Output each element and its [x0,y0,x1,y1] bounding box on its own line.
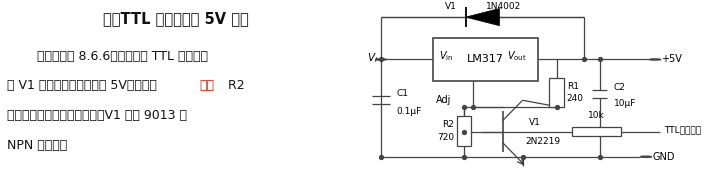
Text: C2: C2 [613,83,625,92]
Text: C1: C1 [396,89,408,98]
Text: 0.1μF: 0.1μF [396,107,422,116]
Text: 的值可获得不同的电压输出。V1 可用 9013 等: 的值可获得不同的电压输出。V1 可用 9013 等 [7,109,187,122]
Text: 1N4002: 1N4002 [486,2,521,11]
Text: +5V: +5V [661,54,682,65]
Text: R2: R2 [442,120,454,129]
Text: $V_{\mathregular{in}}$: $V_{\mathregular{in}}$ [439,49,453,63]
Text: 10k: 10k [588,111,605,120]
Text: R2: R2 [223,79,244,92]
Text: $V_{\mathregular{out}}$: $V_{\mathregular{out}}$ [507,49,527,63]
Bar [457,116,472,146]
Text: GND: GND [652,152,674,162]
Text: LM317: LM317 [467,54,504,65]
Text: 720: 720 [436,133,454,142]
Text: 改变: 改变 [200,79,215,92]
Bar [433,38,538,81]
Text: R1: R1 [567,82,579,91]
Text: V1: V1 [529,118,541,127]
Polygon shape [465,8,500,26]
Text: 使 V1 截止时，输出电压为 5V。同样，: 使 V1 截止时，输出电压为 5V。同样， [7,79,157,92]
Text: 10μF: 10μF [613,99,636,108]
Text: Adj: Adj [436,95,452,105]
Text: 原理图见图 8.6.6。当外来的 TTL 控制信号: 原理图见图 8.6.6。当外来的 TTL 控制信号 [37,50,208,63]
Text: 五、TTL 电平控制的 5V 电源: 五、TTL 电平控制的 5V 电源 [103,11,249,26]
Text: 240: 240 [567,94,584,103]
Text: NPN 管替换。: NPN 管替换。 [7,139,67,152]
Text: 2N2219: 2N2219 [526,136,561,145]
Text: $V_{\mathregular{i}}$: $V_{\mathregular{i}}$ [367,51,378,65]
Bar [572,127,621,136]
Text: TTL控制信号: TTL控制信号 [665,126,701,135]
Text: V1: V1 [444,2,456,11]
Bar [549,78,564,107]
